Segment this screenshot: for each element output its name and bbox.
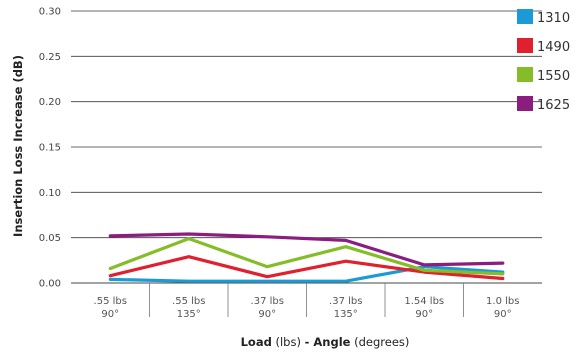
- x-tick-label-angle: 90°: [258, 309, 276, 320]
- legend-swatch-1310: [517, 9, 533, 24]
- series-line-1310: [108, 265, 505, 283]
- x-tick-label-angle: 90°: [415, 309, 433, 320]
- legend-label-1490: 1490: [537, 40, 570, 55]
- x-tick-label-load: .37 lbs: [251, 296, 284, 307]
- x-tick-label-load: .37 lbs: [329, 296, 362, 307]
- y-tick-label: 0.20: [39, 97, 61, 108]
- x-axis: .55 lbs 90° .55 lbs 135° .37 lbs 90° .37 lbs 13…: [94, 283, 519, 320]
- y-tick-label: 0.25: [39, 52, 61, 63]
- x-tick-label-angle: 90°: [494, 309, 512, 320]
- legend: 1310 1490 1550 1625: [517, 9, 570, 113]
- series-lines: [108, 232, 505, 283]
- y-axis-label: Insertion Loss Increase (dB): [11, 55, 25, 237]
- x-tick-label-angle: 135°: [334, 309, 358, 320]
- y-tick-label: 0.10: [39, 188, 61, 199]
- series-line-1625: [108, 232, 505, 267]
- x-tick-label-load: 1.0 lbs: [486, 296, 519, 307]
- x-tick-label-load: .55 lbs: [94, 296, 127, 307]
- x-axis-label-unit: (lbs): [272, 335, 305, 349]
- y-tick-label: 0.05: [39, 233, 61, 244]
- y-tick-label: 0.30: [39, 7, 61, 18]
- legend-swatch-1625: [517, 96, 533, 111]
- x-axis-label: Load (lbs) - Angle (degrees): [241, 335, 410, 349]
- x-axis-label-angle: - Angle: [305, 335, 351, 349]
- x-tick-label-angle: 90°: [101, 309, 119, 320]
- y-axis-ticks: 0.00 0.05 0.10 0.15 0.20 0.25 0.30: [39, 7, 61, 290]
- x-tick-label-angle: 135°: [177, 309, 201, 320]
- x-axis-label-load: Load: [241, 335, 272, 349]
- legend-label-1625: 1625: [537, 98, 570, 113]
- series-line-1550: [108, 237, 505, 276]
- legend-swatch-1550: [517, 67, 533, 82]
- y-tick-label: 0.15: [39, 143, 61, 154]
- series-line-1490: [108, 255, 505, 281]
- x-axis-label-degrees: (degrees): [350, 335, 409, 349]
- x-tick-label-load: .55 lbs: [172, 296, 205, 307]
- legend-label-1550: 1550: [537, 69, 570, 84]
- legend-swatch-1490: [517, 38, 533, 53]
- gridlines: [71, 10, 542, 284]
- legend-label-1310: 1310: [537, 11, 570, 26]
- x-tick-label-load: 1.54 lbs: [404, 296, 444, 307]
- y-tick-label: 0.00: [39, 279, 61, 290]
